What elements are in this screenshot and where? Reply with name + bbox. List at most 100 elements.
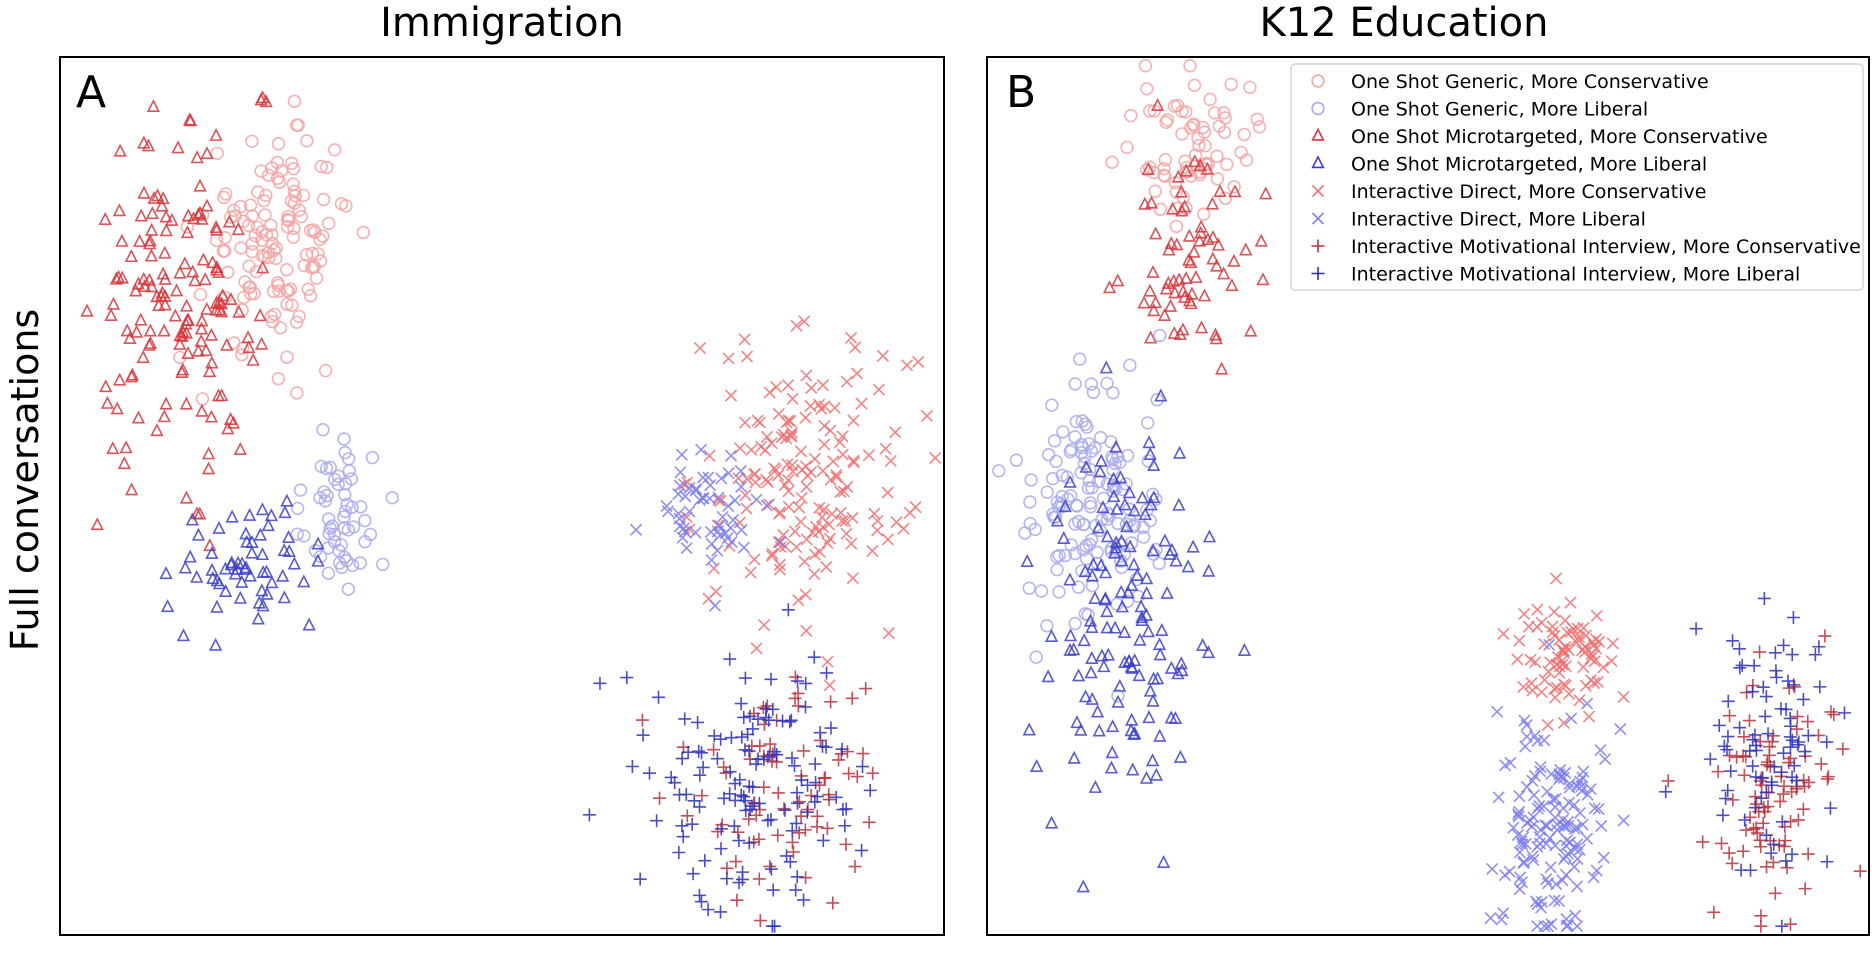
data-point-x: [704, 479, 717, 492]
data-point-plus: [856, 760, 870, 774]
data-point-triangle: [1179, 163, 1193, 177]
data-point-plus: [1821, 770, 1835, 784]
data-point-circle: [376, 557, 390, 572]
data-point-x: [680, 542, 693, 555]
data-point-triangle: [1106, 471, 1121, 485]
data-point-circle: [265, 161, 279, 175]
data-point-x: [808, 567, 821, 581]
data-point-plus: [1775, 919, 1789, 933]
data-point-plus: [737, 710, 751, 724]
data-point-circle: [1120, 448, 1135, 463]
data-point-circle: [1158, 169, 1172, 183]
data-point-triangle: [1126, 762, 1140, 776]
data-point-x: [1546, 620, 1559, 633]
data-point-plus: [820, 666, 834, 680]
data-point-plus: [707, 729, 721, 743]
data-point-plus: [1766, 855, 1780, 869]
data-point-plus: [783, 855, 797, 869]
data-point-circle: [334, 197, 349, 211]
data-point-triangle: [255, 583, 269, 597]
data-point-triangle: [1067, 642, 1081, 656]
data-point-triangle: [1227, 253, 1241, 267]
data-point-circle: [385, 491, 399, 505]
data-point-circle: [234, 241, 248, 255]
data-point-circle: [1084, 377, 1099, 391]
data-point-x: [629, 523, 643, 536]
data-point-triangle: [1213, 184, 1227, 198]
data-point-triangle: [159, 396, 173, 410]
data-point-triangle: [106, 441, 120, 455]
data-point-circle: [325, 519, 339, 533]
data-point-x: [1578, 645, 1592, 658]
data-point-triangle: [195, 211, 209, 225]
data-point-plus: [676, 830, 690, 844]
data-point-circle: [1106, 484, 1120, 498]
data-point-plus: [1721, 783, 1735, 797]
data-point-triangle: [110, 401, 124, 415]
data-point-plus: [653, 791, 667, 805]
data-point-triangle: [195, 403, 209, 417]
data-point-triangle: [155, 198, 169, 212]
data-point-circle: [1183, 59, 1197, 73]
data-point-circle: [323, 460, 337, 475]
data-point-triangle: [141, 138, 156, 152]
data-point-circle: [1158, 153, 1173, 167]
data-point-triangle: [1095, 648, 1109, 662]
data-point-x: [759, 473, 773, 486]
data-point-triangle: [100, 395, 115, 409]
data-point-triangle: [1118, 655, 1132, 669]
data-point-plus: [1756, 816, 1770, 830]
data-point-triangle: [179, 325, 194, 339]
data-point-triangle: [1077, 633, 1091, 647]
data-point-triangle: [261, 518, 275, 532]
data-point-triangle: [1063, 572, 1077, 586]
data-point-circle: [1136, 530, 1151, 544]
data-point-circle: [307, 260, 321, 274]
data-point-plus: [832, 753, 846, 767]
data-point-x: [882, 627, 895, 640]
data-point-triangle: [1244, 323, 1258, 337]
data-point-triangle: [297, 574, 311, 588]
data-point-triangle: [209, 262, 224, 276]
data-point-circle: [338, 445, 352, 460]
data-point-x: [672, 507, 685, 520]
data-point-x: [1594, 744, 1607, 757]
data-point-circle: [1024, 473, 1038, 487]
data-point-plus: [809, 776, 823, 790]
data-point-x: [1557, 771, 1570, 784]
panel-b-label: B: [1006, 67, 1036, 118]
data-point-triangle: [1254, 233, 1268, 247]
data-point-triangle: [159, 209, 173, 223]
data-point-triangle: [209, 127, 223, 141]
data-point-x: [1565, 712, 1578, 725]
data-point-plus: [819, 740, 833, 754]
data-point-x: [735, 523, 748, 537]
legend-box: [1290, 63, 1864, 291]
data-point-plus: [797, 893, 811, 907]
data-point-circle: [316, 229, 330, 243]
data-point-triangle: [1115, 553, 1129, 567]
data-point-x: [732, 472, 745, 485]
data-point-plus: [672, 846, 686, 860]
data-point-plus: [751, 712, 765, 726]
data-point-x: [728, 494, 742, 507]
data-point-x: [1580, 832, 1594, 845]
data-point-x: [1598, 752, 1612, 766]
data-point-x: [1497, 627, 1510, 640]
data-point-plus: [1756, 771, 1770, 785]
data-point-x: [1556, 654, 1569, 667]
data-point-x: [836, 448, 849, 461]
data-point-x: [723, 539, 736, 552]
data-point-triangle: [1050, 513, 1065, 527]
data-point-triangle: [1107, 489, 1121, 503]
data-point-x: [1556, 874, 1569, 887]
data-point-plus: [678, 712, 692, 726]
data-point-triangle: [1225, 278, 1239, 292]
data-point-x: [1552, 894, 1566, 908]
data-point-x: [1571, 822, 1584, 835]
data-point-plus: [855, 843, 869, 857]
data-point-plus: [730, 893, 744, 907]
data-point-circle: [321, 512, 336, 526]
data-point-x: [676, 531, 689, 544]
data-point-x: [816, 511, 829, 524]
